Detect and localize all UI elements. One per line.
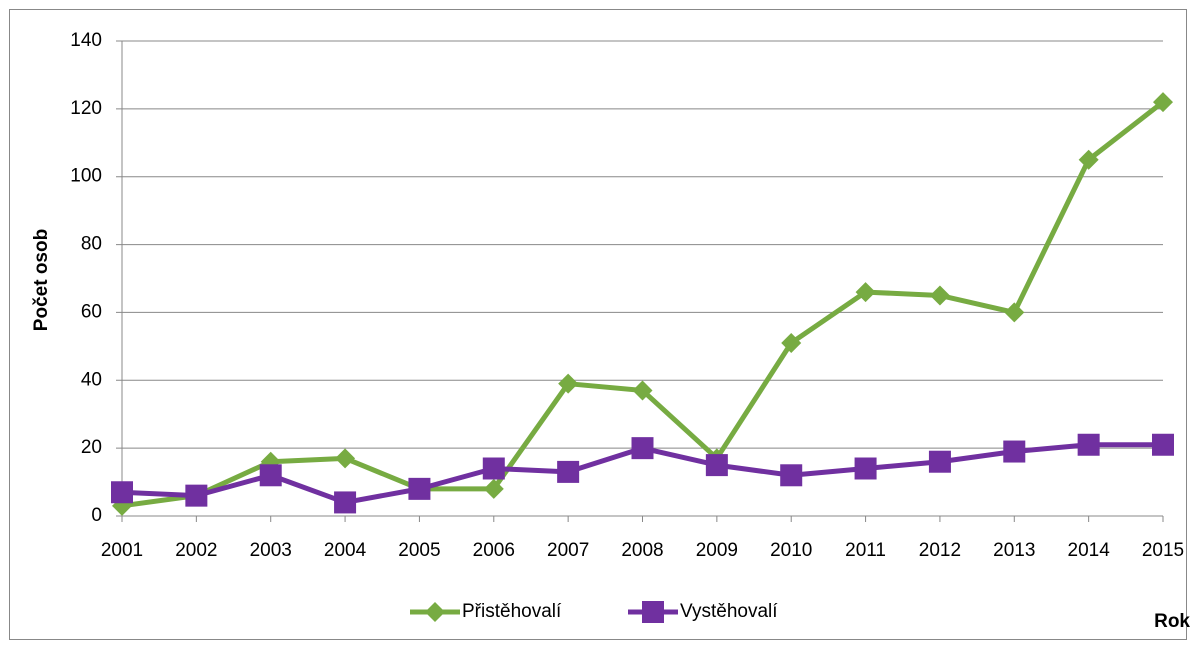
point: [335, 448, 356, 469]
y-tick-label: 120: [70, 98, 102, 119]
x-tick-label: 2001: [101, 540, 143, 561]
x-tick-label: 2009: [696, 540, 738, 561]
point: [928, 450, 951, 473]
x-tick-label: 2002: [175, 540, 217, 561]
point: [854, 457, 877, 480]
x-tick-label: 2015: [1142, 540, 1184, 561]
point: [929, 285, 950, 306]
legend-label: Vystěhovalí: [680, 601, 778, 622]
point: [558, 373, 579, 394]
x-tick-label: 2008: [621, 540, 663, 561]
x-tick-label: 2005: [398, 540, 440, 561]
point: [780, 464, 803, 487]
y-axis-title: Počet osob: [31, 229, 52, 331]
point: [1078, 149, 1099, 170]
point: [425, 602, 445, 622]
y-tick-label: 20: [81, 437, 102, 458]
point: [705, 454, 728, 477]
point: [334, 491, 357, 514]
point: [185, 484, 208, 507]
x-tick-label: 2011: [845, 540, 886, 561]
legend-label: Přistěhovalí: [462, 601, 562, 622]
x-tick-label: 2004: [324, 540, 367, 561]
point: [781, 332, 802, 353]
point: [1153, 92, 1173, 113]
x-tick-label: 2012: [919, 540, 961, 561]
point: [483, 478, 504, 499]
point: [482, 457, 505, 480]
point: [632, 380, 653, 401]
y-tick-label: 0: [91, 505, 102, 526]
x-tick-label: 2014: [1068, 540, 1111, 561]
point: [259, 464, 282, 487]
x-tick-label: 2006: [473, 540, 515, 561]
point: [855, 282, 876, 303]
chart-border: [9, 9, 1187, 640]
x-tick-label: 2003: [250, 540, 292, 561]
x-tick-label: 2010: [770, 540, 812, 561]
point: [1077, 433, 1100, 456]
point: [1152, 433, 1174, 456]
y-tick-label: 100: [70, 166, 102, 187]
point: [557, 460, 580, 483]
point: [408, 477, 431, 500]
y-tick-label: 140: [70, 30, 102, 51]
point: [111, 481, 133, 504]
point: [1003, 440, 1026, 463]
x-tick-label: 2013: [993, 540, 1035, 561]
point: [631, 437, 654, 460]
y-tick-label: 40: [81, 369, 102, 390]
y-tick-label: 80: [81, 234, 102, 255]
x-axis-title: Rok: [1154, 611, 1190, 632]
point: [1004, 302, 1025, 323]
point: [642, 601, 664, 623]
y-tick-label: 60: [81, 301, 102, 322]
x-tick-label: 2007: [547, 540, 589, 561]
